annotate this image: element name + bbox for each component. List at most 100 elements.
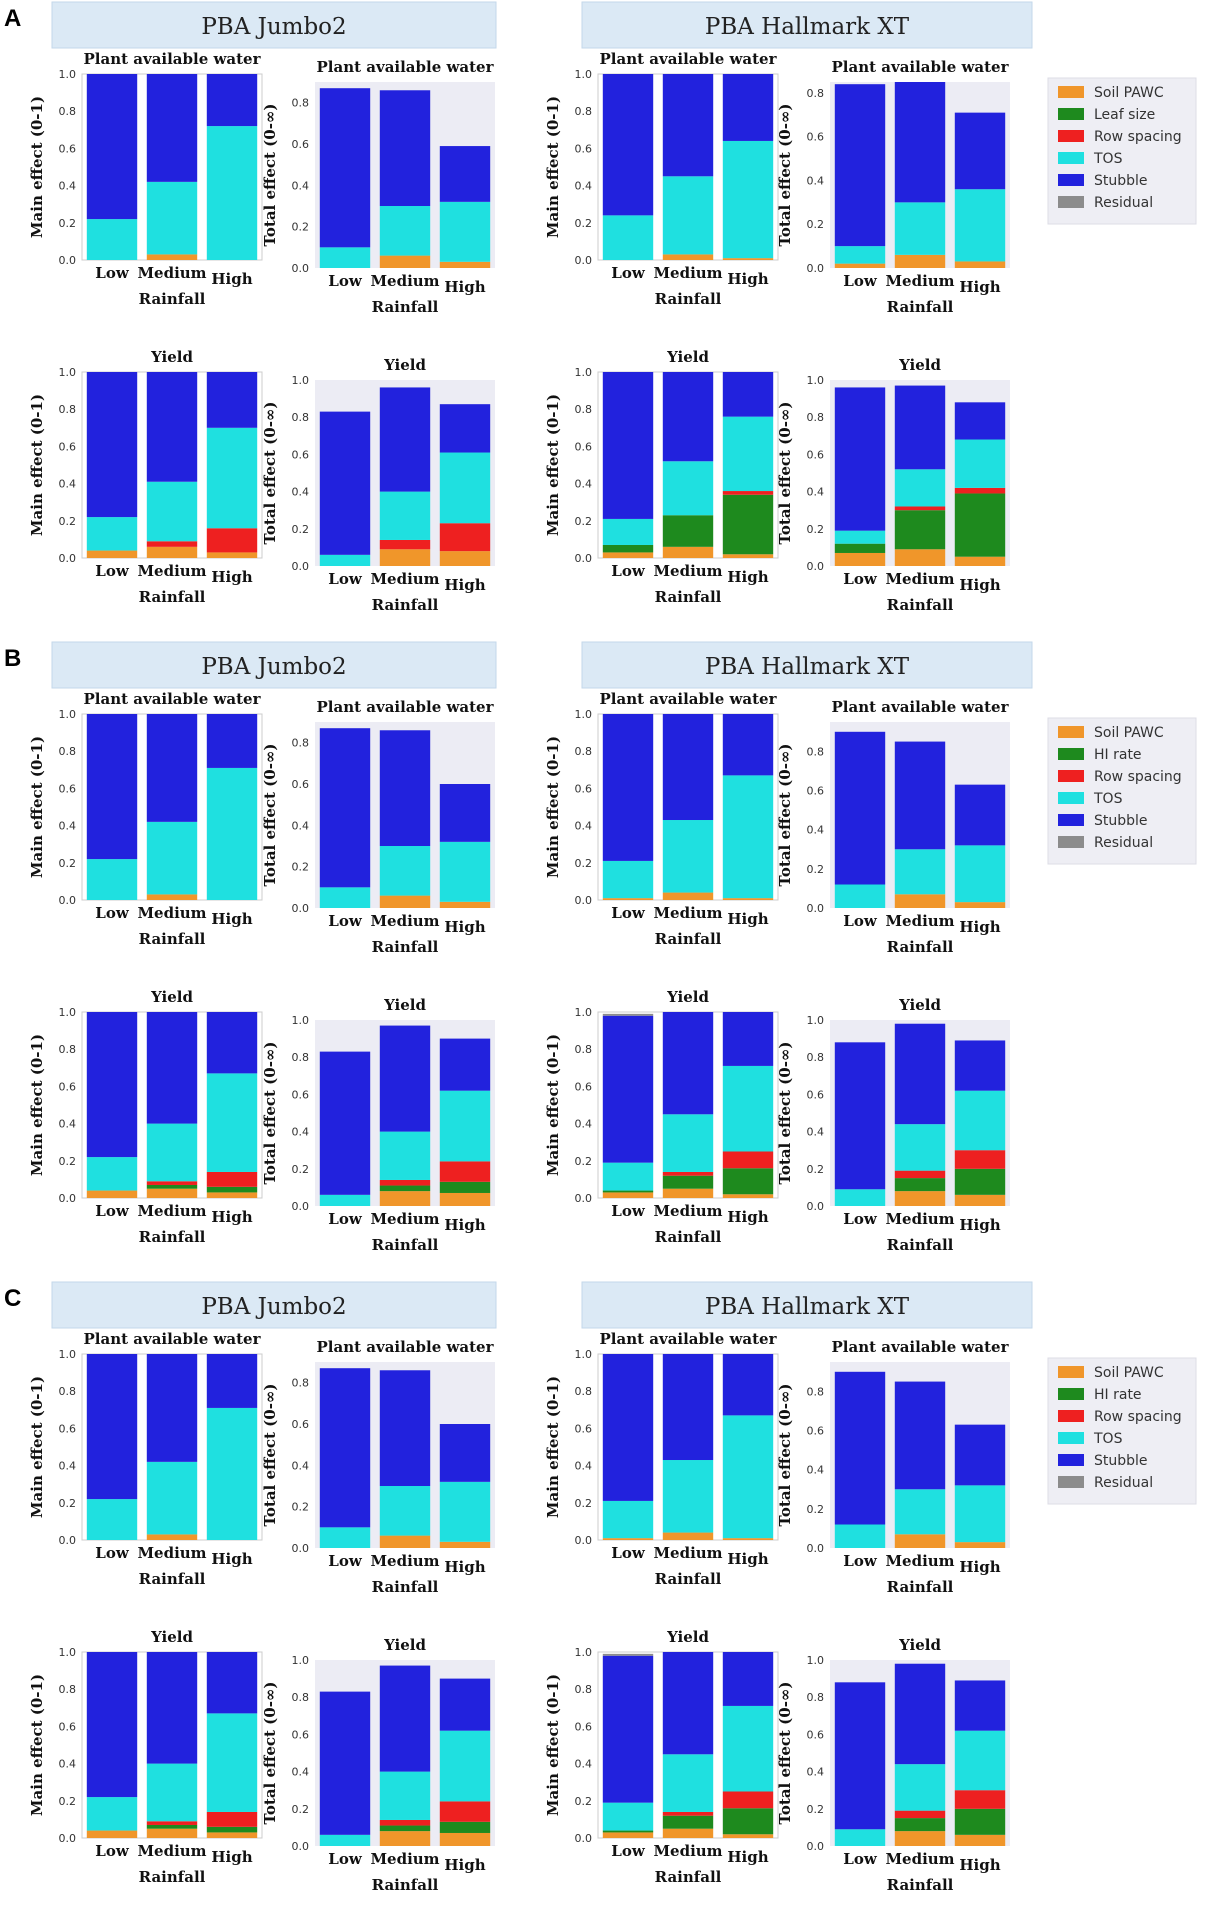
bar-segment	[834, 1042, 886, 1190]
y-tick-label: 0.6	[59, 440, 77, 453]
x-tick-label: High	[727, 910, 768, 928]
bar-segment	[954, 1040, 1006, 1091]
x-tick-label: Medium	[137, 562, 206, 580]
y-tick-label: 0.8	[292, 737, 310, 750]
x-axis-label: Rainfall	[139, 1228, 206, 1246]
bar-segment	[894, 1191, 946, 1206]
bar-segment	[834, 263, 886, 268]
x-axis-label: Rainfall	[372, 1236, 439, 1254]
bar-segment	[954, 845, 1006, 903]
chart-C-H-main-paw: Plant available water 0.0 0.2 0.4 0.6 0.8 1.0 M…	[544, 1330, 779, 1588]
bar-segment	[662, 372, 714, 462]
cultivar-banner-left	[51, 1281, 497, 1329]
x-axis-label: Rainfall	[655, 1228, 722, 1246]
bar-segment	[146, 74, 198, 182]
bar-segment	[86, 1012, 138, 1158]
bar-segment	[86, 1157, 138, 1191]
bar-segment	[439, 551, 491, 566]
bar-segment	[379, 1819, 431, 1826]
bar-segment	[439, 1832, 491, 1846]
bar-segment	[146, 1184, 198, 1189]
bar-segment	[954, 556, 1006, 566]
bar-segment	[602, 714, 654, 861]
bar-segment	[206, 126, 258, 260]
bar-segment	[206, 1073, 258, 1172]
x-axis-label: Rainfall	[139, 588, 206, 606]
x-tick-label: High	[444, 1856, 485, 1874]
bar-segment	[602, 898, 654, 900]
bar-segment	[722, 1012, 774, 1066]
y-tick-label: 0.4	[807, 1464, 825, 1477]
legend-label: TOS	[1093, 151, 1123, 167]
x-tick-label: Medium	[137, 1544, 206, 1562]
y-tick-label: 0.2	[807, 1163, 825, 1176]
bar-segment	[894, 82, 946, 203]
bar-segment	[439, 1038, 491, 1091]
x-axis-label: Rainfall	[887, 596, 954, 614]
panel-letter: C	[4, 1285, 21, 1312]
bar-segment	[834, 884, 886, 908]
bar-segment	[722, 554, 774, 558]
bar-segment	[602, 860, 654, 899]
bar-segment	[319, 728, 371, 888]
legend-label: Soil PAWC	[1094, 85, 1164, 101]
bar-segment	[722, 898, 774, 900]
legend-label: HI rate	[1094, 747, 1142, 763]
bar-segment	[86, 714, 138, 860]
y-tick-label: 0.2	[292, 221, 310, 234]
panel-letter: B	[4, 645, 21, 672]
y-tick-label: 0.2	[292, 1163, 310, 1176]
bar-segment	[602, 1162, 654, 1191]
y-tick-label: 0.6	[59, 142, 77, 155]
y-tick-label: 0.4	[807, 824, 825, 837]
x-tick-label: Medium	[653, 904, 722, 922]
bar-segment	[722, 1415, 774, 1539]
chart-title: Plant available water	[600, 690, 778, 708]
chart-B-J-total-yield: Yield 0.0 0.2 0.4 0.6 0.8 1.0 Total effect (0-∞…	[261, 996, 495, 1254]
x-tick-label: Low	[843, 1850, 878, 1868]
bar-segment	[954, 261, 1006, 268]
bar-segment	[602, 1015, 654, 1163]
x-tick-label: Low	[328, 1850, 363, 1868]
bar-segment	[662, 1171, 714, 1176]
x-tick-label: Low	[328, 1210, 363, 1228]
bar-segment	[206, 1171, 258, 1187]
y-tick-label: 0.4	[575, 820, 593, 833]
chart-title: Plant available water	[317, 1338, 495, 1356]
bar-segment	[379, 387, 431, 492]
y-tick-label: 0.6	[575, 782, 593, 795]
bar-segment	[722, 714, 774, 776]
bar-segment	[146, 541, 198, 547]
x-tick-label: Low	[328, 1552, 363, 1570]
bar-segment	[146, 254, 198, 260]
chart-title: Yield	[383, 996, 426, 1014]
bar-segment	[146, 1828, 198, 1838]
bar-segment	[146, 1821, 198, 1825]
chart-A-H-total-yield: Yield 0.0 0.2 0.4 0.6 0.8 1.0 Total effect (0-∞…	[776, 356, 1010, 614]
x-tick-label: Medium	[653, 1544, 722, 1562]
y-tick-label: 0.8	[292, 1051, 310, 1064]
legend-label: Row spacing	[1094, 1409, 1182, 1425]
chart-title: Yield	[383, 356, 426, 374]
bar-segment	[954, 1790, 1006, 1809]
x-axis-label: Rainfall	[139, 290, 206, 308]
cultivar-banner-left	[51, 641, 497, 689]
y-axis-label: Total effect (0-∞)	[776, 743, 794, 886]
x-tick-label: Medium	[653, 264, 722, 282]
x-tick-label: High	[727, 568, 768, 586]
y-tick-label: 0.6	[292, 448, 310, 461]
cultivar-title-right: PBA Hallmark XT	[705, 654, 910, 680]
bar-segment	[894, 469, 946, 507]
x-axis-label: Rainfall	[372, 938, 439, 956]
bar-segment	[146, 1123, 198, 1182]
legend-swatch	[1058, 130, 1084, 142]
y-axis-label: Main effect (0-1)	[28, 1034, 46, 1176]
y-tick-label: 0.8	[807, 1051, 825, 1064]
x-tick-label: Low	[611, 1842, 646, 1860]
bar-segment	[379, 1486, 431, 1536]
y-tick-label: 0.0	[575, 894, 593, 907]
y-tick-label: 0.6	[575, 1720, 593, 1733]
legend-label: HI rate	[1094, 1387, 1142, 1403]
x-tick-label: High	[959, 576, 1000, 594]
y-tick-label: 1.0	[575, 1348, 593, 1361]
